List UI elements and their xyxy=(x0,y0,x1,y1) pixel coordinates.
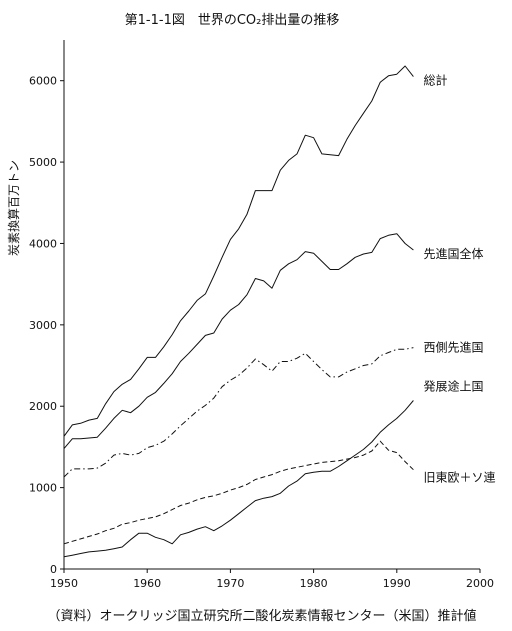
x-tick-label: 1950 xyxy=(50,577,78,590)
series-line xyxy=(63,440,414,545)
y-tick-label: 5000 xyxy=(29,156,57,169)
y-tick-label: 4000 xyxy=(29,237,57,250)
series-label: 西側先進国 xyxy=(423,341,483,355)
series-label: 先進国全体 xyxy=(423,246,483,261)
x-tick-label: 1970 xyxy=(216,577,244,590)
y-tick-label: 0 xyxy=(50,563,57,576)
x-tick-label: 2000 xyxy=(466,577,494,590)
series-label: 旧東欧＋ソ連 xyxy=(423,471,495,485)
series-line xyxy=(63,400,414,558)
series-label: 総計 xyxy=(423,73,447,88)
x-tick-label: 1980 xyxy=(300,577,328,590)
series-lines xyxy=(63,65,414,558)
y-tick-label: 2000 xyxy=(29,400,57,413)
series-line xyxy=(63,65,414,437)
chart-title: 第1-1-1図 世界のCO₂排出量の推移 xyxy=(125,13,340,28)
y-tick-label: 1000 xyxy=(29,482,57,495)
series-line xyxy=(63,233,414,449)
x-tick-label: 1990 xyxy=(383,577,411,590)
axes: 0 1000 2000 3000 4000 5000 6000 1950 1960 1970 198… xyxy=(29,40,494,590)
y-tick-label: 3000 xyxy=(29,319,57,332)
series-label: 発展途上国 xyxy=(423,379,483,394)
source-note: （資料）オークリッジ国立研究所二酸化炭素情報センター（米国）推計値 xyxy=(47,608,476,624)
y-axis-label: 炭素換算百万トン xyxy=(6,160,21,256)
y-tick-label: 6000 xyxy=(29,75,57,88)
series-line xyxy=(63,347,414,478)
x-tick-label: 1960 xyxy=(133,577,161,590)
